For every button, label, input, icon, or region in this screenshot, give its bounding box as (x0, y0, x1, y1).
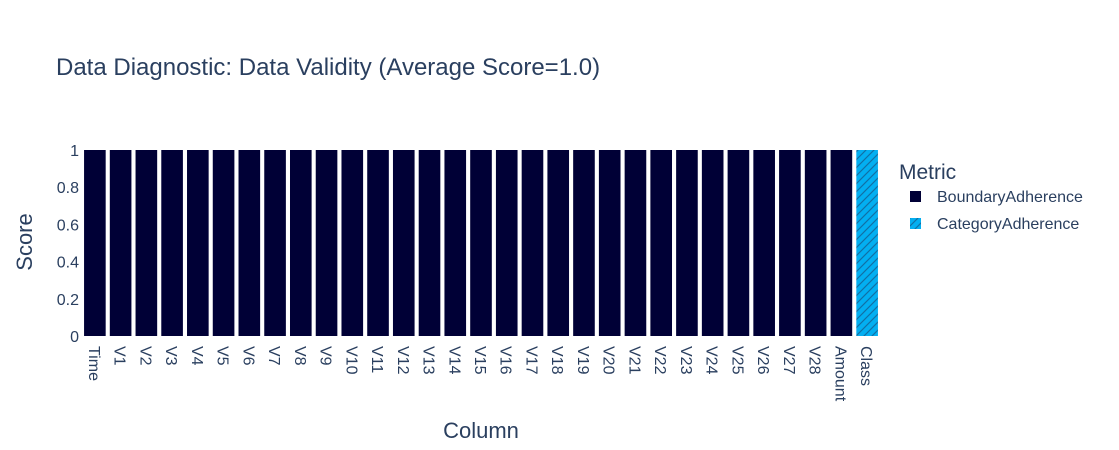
x-tick-label: V17 (522, 346, 539, 375)
x-tick-label: V18 (548, 346, 565, 375)
bar-v3[interactable] (161, 150, 183, 336)
plot-area (84, 150, 878, 336)
bar-v14[interactable] (444, 150, 467, 336)
bar-v26[interactable] (753, 150, 775, 336)
bar-v7[interactable] (264, 150, 286, 336)
legend-label[interactable]: CategoryAdherence (937, 216, 1079, 233)
y-tick-label: 0.2 (57, 292, 79, 309)
bar-v12[interactable] (392, 150, 415, 336)
y-tick-label: 1 (70, 143, 79, 160)
bar-v20[interactable] (598, 150, 621, 336)
x-tick-label: V22 (651, 346, 668, 375)
y-axis-title: Score (12, 213, 37, 270)
x-tick-label: V10 (342, 346, 359, 375)
legend-swatch[interactable] (910, 191, 921, 202)
bar-v4[interactable] (187, 150, 209, 336)
x-axis-title: Column (443, 418, 519, 443)
bar-v11[interactable] (367, 150, 389, 336)
chart-title: Data Diagnostic: Data Validity (Average … (56, 54, 600, 81)
y-tick-label: 0.4 (57, 255, 79, 272)
x-tick-label: V16 (497, 346, 514, 375)
bar-class[interactable] (856, 150, 878, 336)
x-tick-label: V5 (214, 346, 231, 366)
bar-v15[interactable] (470, 150, 492, 336)
bar-v17[interactable] (521, 150, 544, 336)
x-tick-label: V20 (600, 346, 617, 375)
x-tick-label: V3 (162, 346, 179, 366)
bar-v19[interactable] (573, 150, 595, 336)
bar-v1[interactable] (109, 150, 132, 336)
y-tick-label: 0.8 (57, 180, 79, 197)
x-tick-label: Class (857, 346, 874, 386)
x-tick-label: V13 (420, 346, 437, 375)
bar-time[interactable] (84, 150, 106, 336)
y-tick-label: 0 (70, 329, 79, 346)
x-tick-label: V14 (445, 346, 462, 375)
x-tick-label: V1 (111, 346, 128, 366)
bar-v24[interactable] (701, 150, 724, 336)
x-tick-label: V28 (806, 346, 823, 375)
x-tick-label: V15 (471, 346, 488, 375)
x-tick-label: V8 (291, 346, 308, 366)
x-tick-label: V7 (265, 346, 282, 366)
y-axis-ticks: 0 0.2 0.4 0.6 0.8 1 (57, 143, 79, 346)
x-tick-label: V9 (317, 346, 334, 366)
x-tick-label: V21 (625, 346, 642, 375)
bar-v28[interactable] (804, 150, 827, 336)
bar-v23[interactable] (676, 150, 698, 336)
bar-v25[interactable] (727, 150, 750, 336)
x-tick-label: Time (85, 346, 102, 381)
legend[interactable]: Metric BoundaryAdherence CategoryAdherenc… (899, 161, 1083, 233)
legend-label[interactable]: BoundaryAdherence (937, 189, 1083, 206)
bar-v10[interactable] (341, 150, 364, 336)
legend-title: Metric (899, 161, 956, 184)
bar-v27[interactable] (779, 150, 801, 336)
x-tick-label: V4 (188, 346, 205, 366)
bar-v2[interactable] (135, 150, 158, 336)
bar-v5[interactable] (212, 150, 235, 336)
bar-v18[interactable] (547, 150, 570, 336)
bar-v22[interactable] (650, 150, 673, 336)
bar-v16[interactable] (495, 150, 518, 336)
x-tick-label: V11 (368, 346, 385, 373)
x-axis-ticks: Time V1 V2 V3 V4 V5 V6 V7 V8 V9 V10 V11 V12 V13 V14 V15… (85, 346, 874, 402)
x-tick-label: V26 (754, 346, 771, 375)
y-tick-label: 0.6 (57, 217, 79, 234)
x-tick-label: V19 (574, 346, 591, 375)
x-tick-label: V25 (728, 346, 745, 375)
x-tick-label: V23 (677, 346, 694, 375)
bar-v6[interactable] (238, 150, 261, 336)
x-tick-label: V12 (394, 346, 411, 375)
x-tick-label: V6 (239, 346, 256, 366)
bar-v9[interactable] (315, 150, 338, 336)
x-tick-label: V24 (703, 346, 720, 375)
bar-v13[interactable] (418, 150, 441, 336)
bar-amount[interactable] (830, 150, 853, 336)
x-tick-label: V27 (780, 346, 797, 375)
legend-items: BoundaryAdherence CategoryAdherence (910, 189, 1083, 233)
x-tick-label: Amount (831, 346, 848, 402)
x-tick-label: V2 (136, 346, 153, 366)
bar-v8[interactable] (289, 150, 312, 336)
legend-swatch[interactable] (910, 218, 921, 229)
bar-v21[interactable] (624, 150, 647, 336)
